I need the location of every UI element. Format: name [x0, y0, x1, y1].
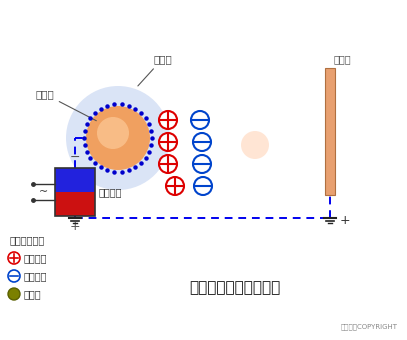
Bar	[325, 68, 335, 195]
Circle shape	[8, 252, 20, 264]
Circle shape	[8, 270, 20, 282]
Text: +: +	[340, 214, 350, 226]
Text: 供电装置: 供电装置	[99, 187, 123, 197]
Circle shape	[159, 133, 177, 151]
Text: 电晕极: 电晕极	[35, 89, 96, 121]
Text: 电晕区: 电晕区	[138, 54, 172, 86]
Circle shape	[8, 288, 20, 300]
Circle shape	[66, 86, 170, 190]
Text: 为粒子: 为粒子	[24, 289, 42, 299]
Text: 为负离子: 为负离子	[24, 271, 48, 281]
Text: +: +	[70, 220, 80, 233]
Circle shape	[193, 155, 211, 173]
Text: 蓝色点为电子: 蓝色点为电子	[10, 235, 45, 245]
Circle shape	[159, 111, 177, 129]
Bar	[55, 192, 95, 216]
Circle shape	[159, 155, 177, 173]
Circle shape	[194, 177, 212, 195]
Text: 电除尘器除尘过程示意: 电除尘器除尘过程示意	[189, 280, 280, 295]
Text: 为正离子: 为正离子	[24, 253, 48, 263]
Circle shape	[191, 111, 209, 129]
Bar	[55, 168, 95, 216]
Circle shape	[86, 106, 150, 170]
Text: −: −	[70, 151, 80, 164]
Circle shape	[97, 117, 129, 149]
Text: 东方仿真COPYRIGHT: 东方仿真COPYRIGHT	[341, 323, 398, 330]
Text: 集尘极: 集尘极	[334, 54, 352, 64]
Circle shape	[193, 133, 211, 151]
Text: ~: ~	[38, 187, 48, 197]
Bar	[55, 168, 95, 192]
Circle shape	[241, 131, 269, 159]
Circle shape	[166, 177, 184, 195]
